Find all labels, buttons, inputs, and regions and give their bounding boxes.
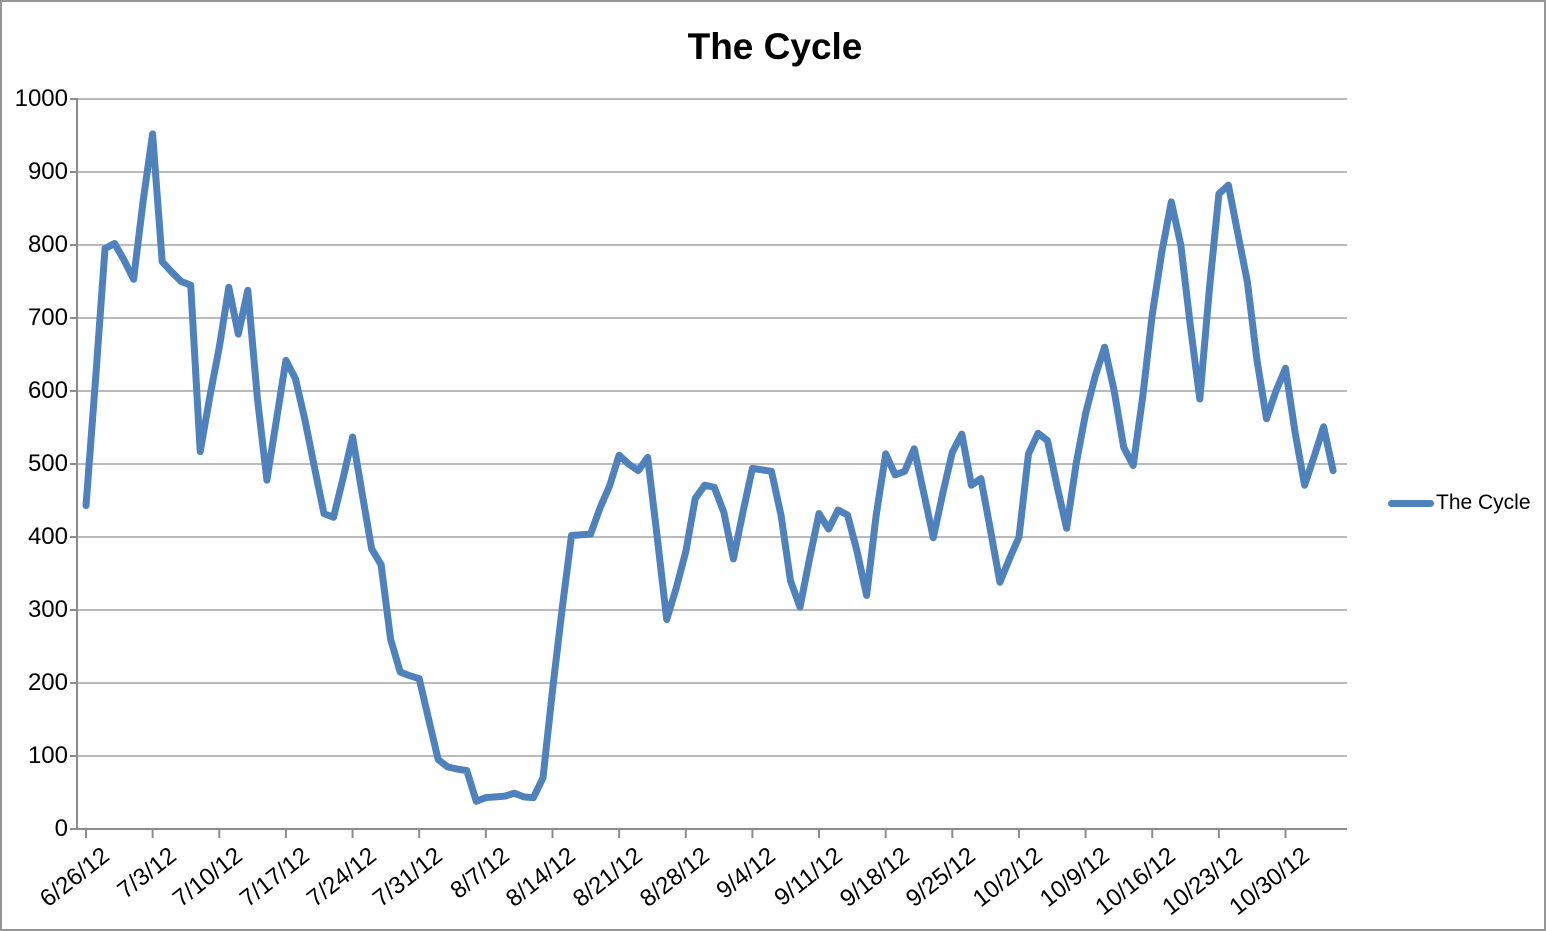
- y-axis-label: 1000: [14, 85, 68, 112]
- chart-title: The Cycle: [687, 26, 863, 67]
- y-axis-label: 300: [27, 596, 68, 623]
- y-axis-label: 900: [27, 158, 68, 185]
- y-axis-label: 500: [27, 450, 68, 477]
- y-axis-label: 0: [54, 815, 68, 842]
- y-axis-label: 600: [27, 377, 68, 404]
- y-axis-label: 400: [27, 523, 68, 550]
- y-axis-label: 700: [27, 304, 68, 331]
- legend-label: The Cycle: [1436, 491, 1531, 514]
- y-axis-label: 800: [27, 231, 68, 258]
- legend: The Cycle: [1388, 491, 1531, 515]
- legend-line-swatch: [1388, 499, 1434, 507]
- series-line-the-cycle: [82, 130, 1337, 805]
- y-axis-label: 100: [27, 742, 68, 769]
- y-axis-label: 200: [27, 669, 68, 696]
